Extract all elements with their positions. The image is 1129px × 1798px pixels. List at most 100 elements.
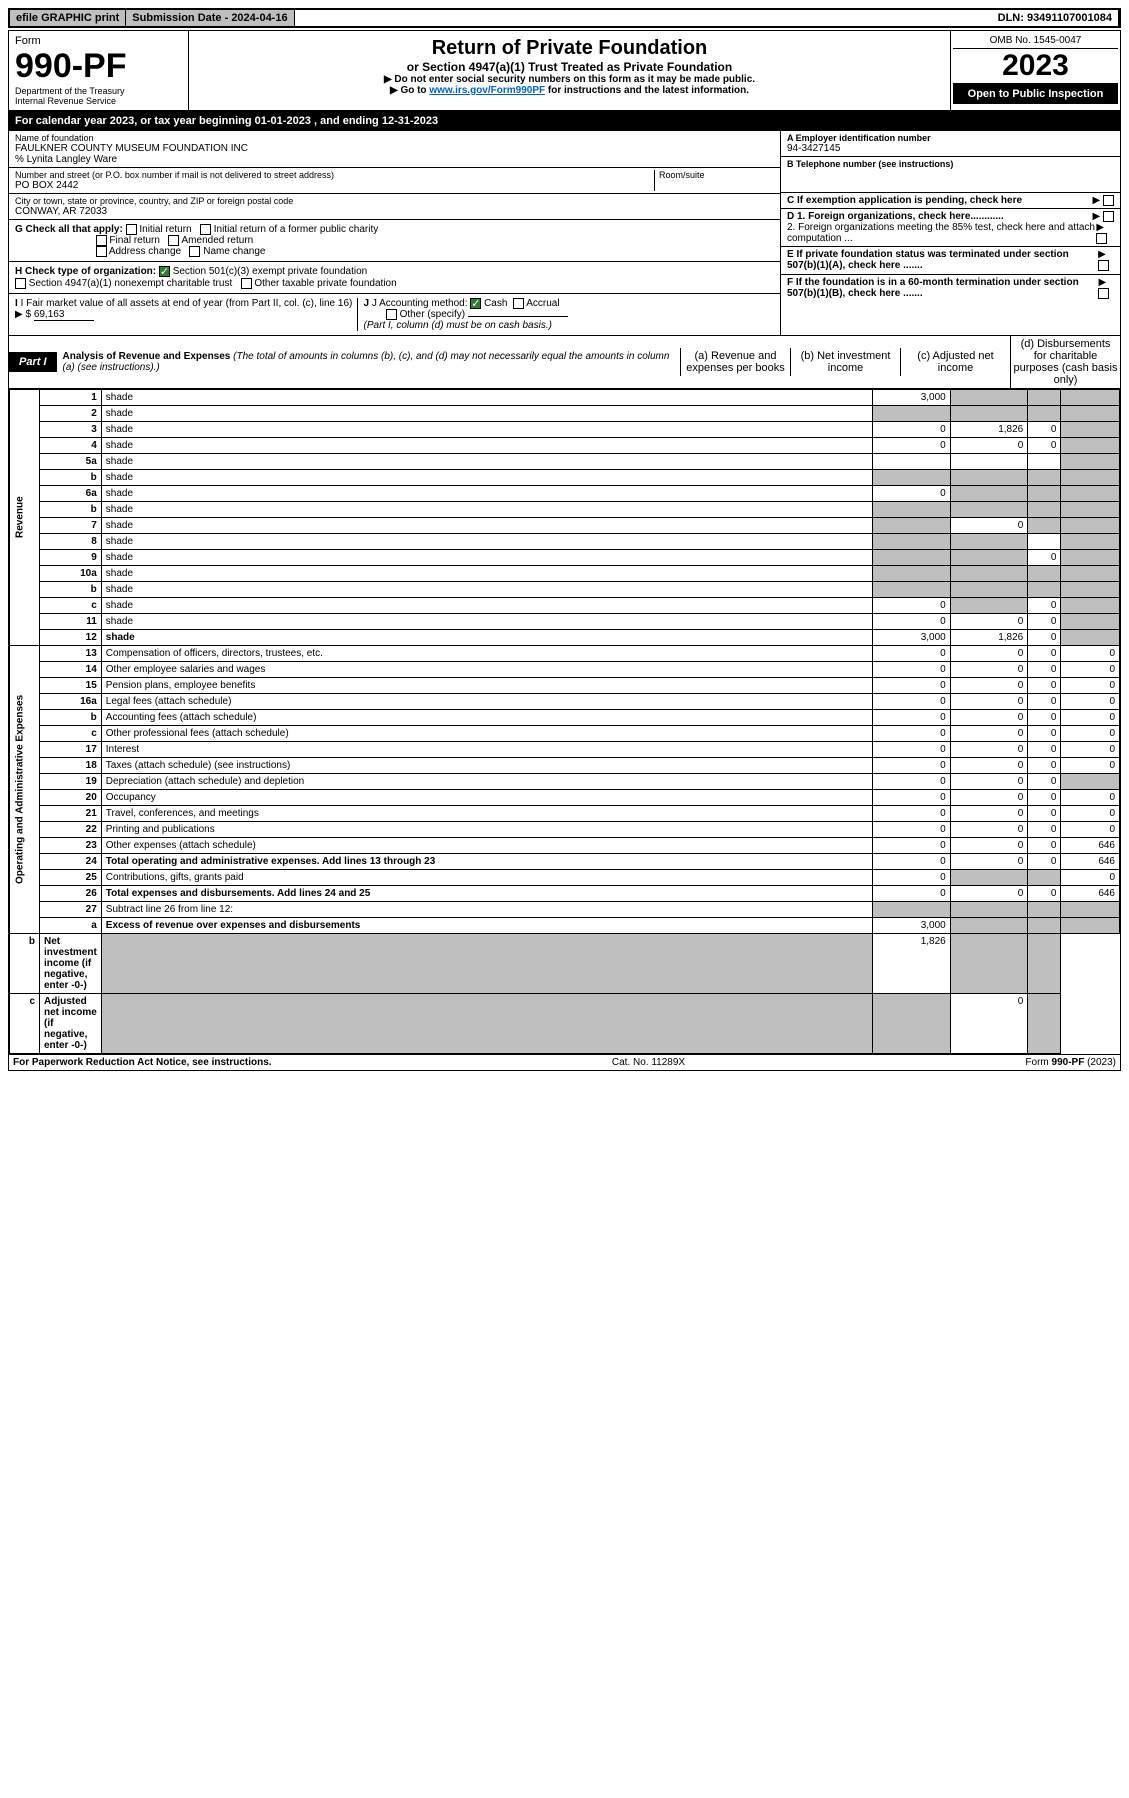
line-number: 22 [40, 821, 102, 837]
value-cell: 0 [1028, 725, 1061, 741]
e-label: E If private foundation status was termi… [787, 249, 1098, 271]
shaded-cell [1061, 405, 1120, 421]
value-cell: 0 [873, 853, 951, 869]
chk-f[interactable] [1098, 288, 1109, 299]
shaded-cell [1028, 869, 1061, 885]
value-cell: 646 [1061, 853, 1120, 869]
chk-c[interactable] [1103, 195, 1114, 206]
shaded-cell [950, 469, 1028, 485]
shaded-cell [873, 549, 951, 565]
value-cell: 0 [1028, 773, 1061, 789]
table-row: 8shade [10, 533, 1120, 549]
chk-d1[interactable] [1103, 211, 1114, 222]
line-number: 10a [40, 565, 102, 581]
table-row: 12shade3,0001,8260 [10, 629, 1120, 645]
line-description: Excess of revenue over expenses and disb… [101, 917, 872, 933]
value-cell: 0 [950, 661, 1028, 677]
chk-4947[interactable] [15, 278, 26, 289]
value-cell: 0 [950, 993, 1028, 1053]
line-number: 12 [40, 629, 102, 645]
value-cell: 0 [1028, 629, 1061, 645]
table-row: bAccounting fees (attach schedule)0000 [10, 709, 1120, 725]
chk-address-change[interactable] [96, 246, 107, 257]
chk-initial-former[interactable] [200, 224, 211, 235]
opt-name-change: Name change [203, 246, 265, 257]
line-description: Travel, conferences, and meetings [101, 805, 872, 821]
chk-cash[interactable] [470, 298, 481, 309]
chk-accrual[interactable] [513, 298, 524, 309]
j-note: (Part I, column (d) must be on cash basi… [364, 320, 552, 331]
irs-label: Internal Revenue Service [15, 96, 182, 106]
shaded-cell [1061, 469, 1120, 485]
value-cell: 0 [1061, 661, 1120, 677]
line-description: shade [101, 437, 872, 453]
table-row: 21Travel, conferences, and meetings0000 [10, 805, 1120, 821]
line-number: b [40, 469, 102, 485]
value-cell: 1,826 [950, 629, 1028, 645]
part1-header: Part I Analysis of Revenue and Expenses … [9, 335, 1120, 389]
foundation-name: FAULKNER COUNTY MUSEUM FOUNDATION INC [15, 143, 774, 154]
value-cell: 0 [1061, 821, 1120, 837]
j-label: J Accounting method: [372, 298, 468, 309]
open-inspection: Open to Public Inspection [953, 84, 1118, 104]
line-description: Adjusted net income (if negative, enter … [40, 993, 102, 1053]
dept-treasury: Department of the Treasury [15, 86, 182, 96]
g-label: G Check all that apply: [15, 224, 123, 235]
shaded-cell [1028, 565, 1061, 581]
table-row: 27Subtract line 26 from line 12: [10, 901, 1120, 917]
line-description: shade [101, 501, 872, 517]
chk-amended[interactable] [168, 235, 179, 246]
line-description: shade [101, 469, 872, 485]
line-number: b [40, 501, 102, 517]
chk-name-change[interactable] [189, 246, 200, 257]
part1-tag: Part I [9, 352, 57, 372]
value-cell: 0 [1028, 709, 1061, 725]
shaded-cell [950, 533, 1028, 549]
street-address: PO BOX 2442 [15, 180, 654, 191]
chk-final-return[interactable] [96, 235, 107, 246]
chk-other-method[interactable] [386, 309, 397, 320]
j-other: Other (specify) [400, 309, 466, 320]
form990pf-link[interactable]: www.irs.gov/Form990PF [429, 85, 545, 96]
empty-cell [950, 453, 1028, 469]
opt-addr-change: Address change [109, 246, 181, 257]
shaded-cell [950, 933, 1028, 993]
chk-other-taxable[interactable] [241, 278, 252, 289]
line-description: Other expenses (attach schedule) [101, 837, 872, 853]
shaded-cell [873, 501, 951, 517]
line-number: 26 [40, 885, 102, 901]
efile-print-button[interactable]: efile GRAPHIC print [10, 10, 126, 26]
section-g: G Check all that apply: Initial return I… [9, 220, 780, 262]
value-cell: 0 [1028, 549, 1061, 565]
c-label: C If exemption application is pending, c… [787, 195, 1022, 206]
table-row: 3shade01,8260 [10, 421, 1120, 437]
table-row: 23Other expenses (attach schedule)000646 [10, 837, 1120, 853]
line-description: Subtract line 26 from line 12: [101, 901, 872, 917]
line-number: 6a [40, 485, 102, 501]
chk-501c3[interactable] [159, 266, 170, 277]
shaded-cell [1028, 917, 1061, 933]
shaded-cell [1061, 453, 1120, 469]
value-cell: 0 [950, 773, 1028, 789]
i-value: 69,163 [34, 309, 94, 321]
chk-d2[interactable] [1096, 233, 1107, 244]
line-number: 27 [40, 901, 102, 917]
value-cell: 0 [873, 789, 951, 805]
shaded-cell [1028, 581, 1061, 597]
value-cell: 0 [950, 645, 1028, 661]
value-cell: 0 [1028, 661, 1061, 677]
chk-initial-return[interactable] [126, 224, 137, 235]
h-other: Other taxable private foundation [254, 278, 396, 289]
line-number: 21 [40, 805, 102, 821]
line-description: shade [101, 533, 872, 549]
shaded-cell [950, 901, 1028, 917]
value-cell: 0 [1028, 821, 1061, 837]
table-row: cshade00 [10, 597, 1120, 613]
chk-e[interactable] [1098, 260, 1109, 271]
line-number: 3 [40, 421, 102, 437]
empty-cell [873, 453, 951, 469]
value-cell: 0 [1061, 677, 1120, 693]
line-description: Total expenses and disbursements. Add li… [101, 885, 872, 901]
value-cell: 3,000 [873, 389, 951, 405]
value-cell: 0 [873, 725, 951, 741]
